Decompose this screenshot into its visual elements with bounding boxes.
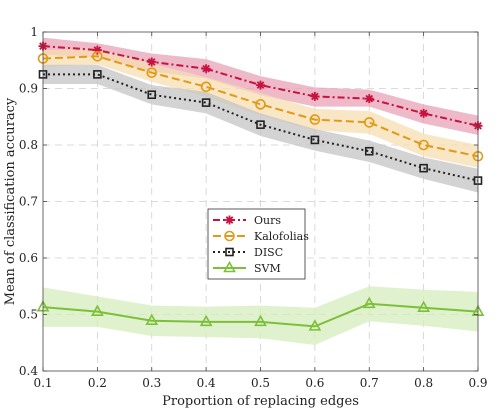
line-svm [42, 302, 479, 328]
point-svm [145, 313, 159, 326]
legend-label-ours: Ours [254, 214, 281, 227]
point-ours-core [312, 94, 318, 99]
point-disc [419, 163, 428, 173]
y-tick-label: 0.5 [19, 308, 38, 322]
point-svm [91, 304, 104, 316]
point-svm [308, 319, 322, 331]
y-tick-label: 0.6 [19, 251, 38, 265]
series-markers [36, 41, 485, 331]
point-kalofolias [363, 117, 375, 128]
point-disc [364, 146, 374, 156]
point-disc [201, 98, 211, 107]
point-svm [362, 296, 376, 309]
point-ours-core [421, 111, 426, 116]
point-disc [93, 70, 102, 79]
x-tick-label: 0.8 [414, 376, 433, 390]
y-axis-title: Mean of classification accuracy [3, 97, 18, 305]
legend-label-kalofolias: Kalofolias [254, 230, 309, 243]
x-tick-label: 0.1 [33, 376, 52, 390]
point-ours-core [149, 59, 154, 65]
x-tick-label: 0.2 [88, 376, 107, 390]
legend-label-disc: DISC [254, 246, 283, 259]
point-kalofolias [418, 139, 429, 151]
tick-labels: 0.1 0.2 0.3 0.4 0.5 0.6 0.7 0.8 0.9 0.4 0.5 0.6 0.7 0… [19, 25, 488, 390]
x-tick-label: 0.3 [142, 376, 161, 390]
legend-label-svm: SVM [254, 262, 281, 275]
point-ours-core [367, 96, 372, 101]
point-svm [199, 314, 213, 327]
x-tick-label: 0.4 [197, 376, 216, 390]
point-kalofolias [200, 81, 212, 93]
x-tick-label: 0.9 [468, 376, 487, 390]
x-tick-label: 0.7 [360, 376, 379, 390]
point-disc [147, 90, 157, 100]
legend: Ours Kalofolias DISC SVM [207, 208, 309, 280]
point-disc [256, 120, 265, 129]
band-kalofolias [43, 48, 478, 168]
x-tick-label: 0.6 [305, 376, 324, 390]
x-axis-title: Proportion of replacing edges [162, 394, 359, 409]
legend-marker-ours-core [227, 217, 232, 223]
y-tick-label: 0.4 [19, 364, 38, 378]
legend-marker-kalofolias [224, 230, 235, 242]
point-disc [310, 135, 320, 145]
legend-marker-svm [223, 260, 236, 273]
y-tick-label: 0.7 [19, 195, 38, 209]
y-tick-label: 0.8 [19, 138, 38, 152]
point-kalofolias [255, 99, 266, 110]
axis-ticks [42, 31, 479, 372]
x-tick-label: 0.5 [251, 376, 270, 390]
y-tick-label: 0.9 [19, 82, 38, 96]
legend-marker-disc [225, 247, 234, 257]
point-kalofolias [146, 67, 158, 78]
point-ours-core [203, 66, 209, 71]
point-kalofolias [92, 50, 103, 62]
line-disc [43, 73, 479, 182]
y-tick-label: 1 [30, 25, 38, 39]
line-kalofolias [42, 55, 479, 158]
point-svm [254, 314, 267, 327]
point-ours-core [258, 82, 263, 88]
point-kalofolias [309, 114, 321, 125]
point-svm [417, 300, 430, 313]
